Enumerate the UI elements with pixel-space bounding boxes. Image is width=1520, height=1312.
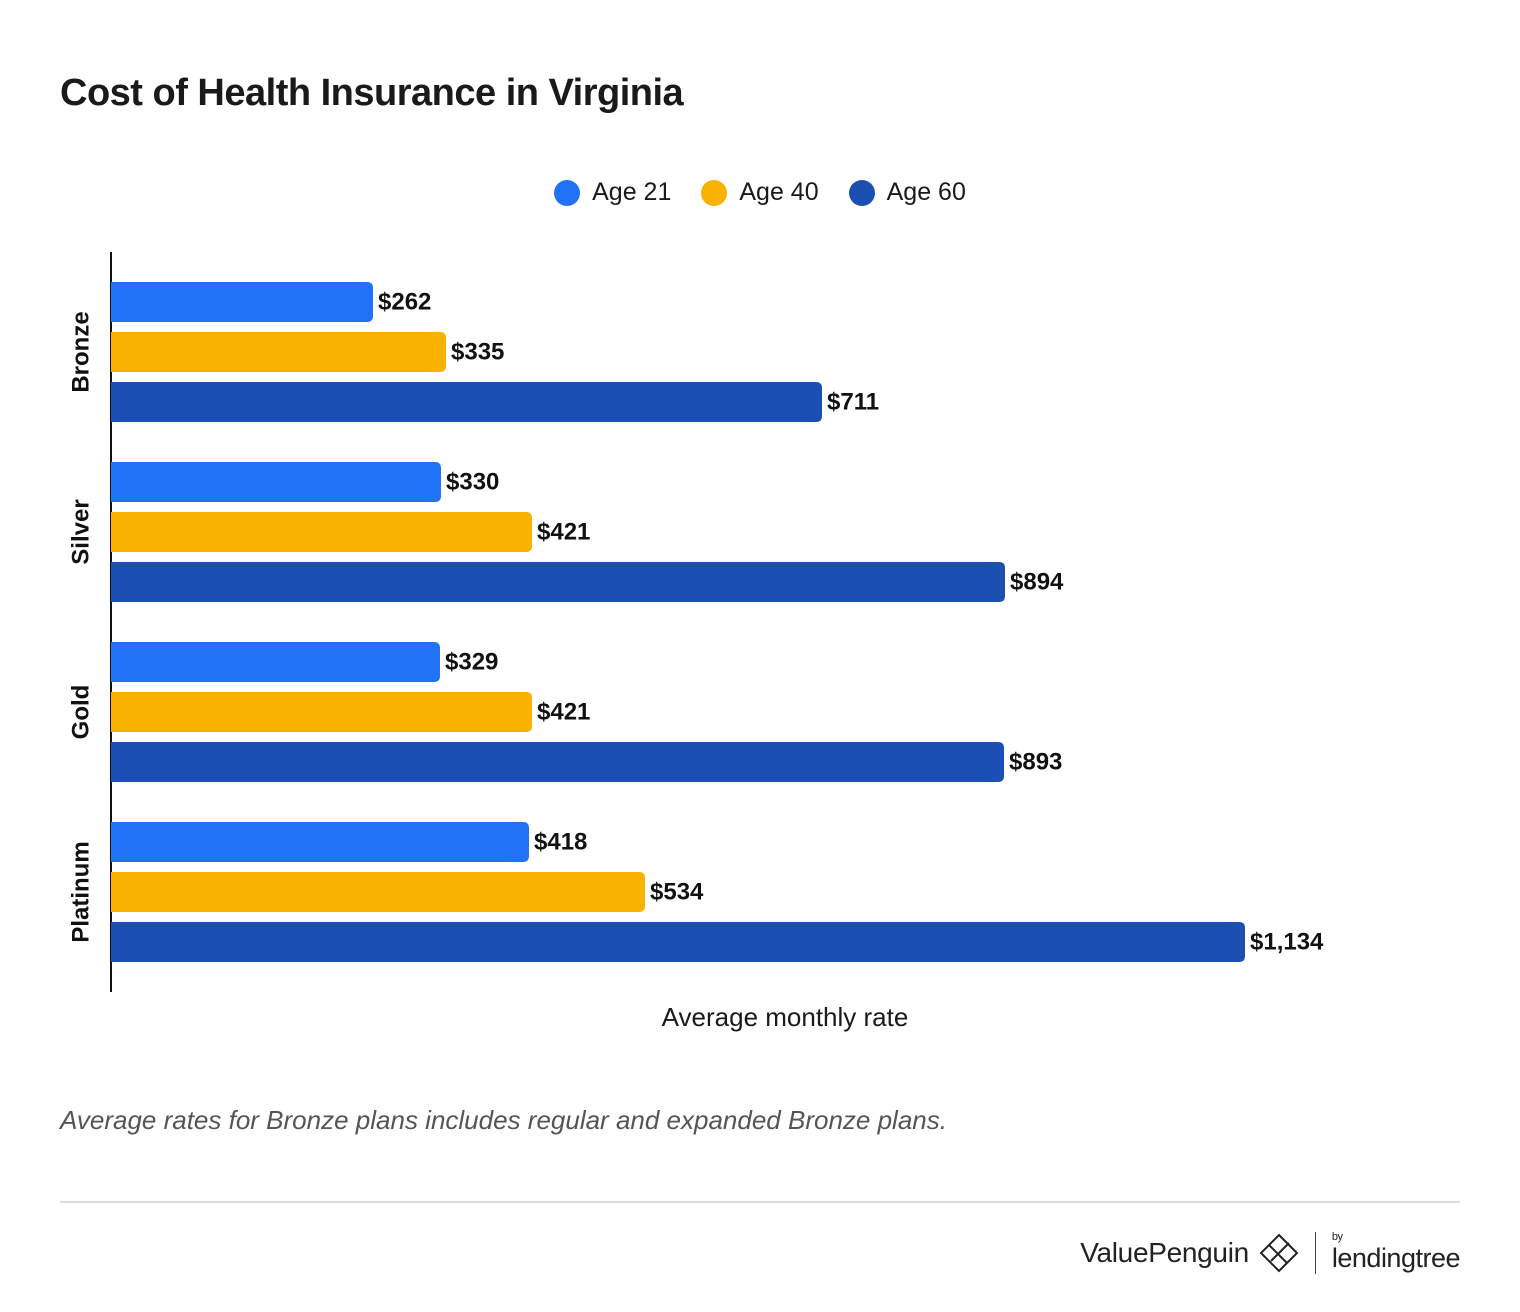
- y-tick-label-gold: Gold: [67, 685, 94, 740]
- bar-chart: Bronze $262 $335 $711 Silver $330 $421 $894 Gold…: [67, 252, 1324, 992]
- legend-swatch-age-60: [848, 179, 875, 206]
- bar-bronze-age-40: [111, 332, 446, 372]
- bar-gold-age-40: [111, 692, 532, 732]
- data-label-bronze-age-60: $711: [827, 388, 879, 415]
- bar-gold-age-21: [111, 642, 440, 682]
- legend-label-age-60: Age 60: [886, 178, 966, 206]
- bar-silver-age-40: [111, 512, 532, 552]
- bar-bronze-age-21: [111, 282, 373, 322]
- legend-swatch-age-40: [701, 179, 728, 206]
- data-label-gold-age-60: $893: [1009, 748, 1062, 775]
- valuepenguin-logo-icon: [1259, 1233, 1299, 1273]
- footer-divider: [60, 1201, 1460, 1203]
- bar-platinum-age-40: [111, 872, 645, 912]
- legend-label-age-21: Age 21: [592, 178, 672, 206]
- lendingtree-name: lendingtree: [1331, 1242, 1461, 1273]
- brand-footer: ValuePenguin by lendingtree: [1080, 1230, 1461, 1274]
- data-label-bronze-age-21: $262: [378, 288, 431, 315]
- data-label-gold-age-21: $329: [445, 648, 498, 675]
- lendingtree-logo-text: by lendingtree: [1331, 1230, 1461, 1274]
- bar-silver-age-60: [111, 562, 1005, 602]
- chart-title: Cost of Health Insurance in Virginia: [60, 72, 684, 114]
- data-label-silver-age-21: $330: [446, 468, 499, 495]
- legend-swatch-age-21: [554, 179, 581, 206]
- footnote: Average rates for Bronze plans includes …: [60, 1105, 947, 1135]
- data-label-silver-age-40: $421: [537, 518, 590, 545]
- brand-separator: [1314, 1232, 1316, 1274]
- data-label-silver-age-60: $894: [1010, 568, 1064, 595]
- data-label-platinum-age-21: $418: [534, 828, 587, 855]
- valuepenguin-logo-text: ValuePenguin: [1080, 1237, 1249, 1268]
- data-label-bronze-age-40: $335: [451, 338, 504, 365]
- bar-platinum-age-21: [111, 822, 529, 862]
- x-axis-label: Average monthly rate: [661, 1002, 909, 1032]
- data-label-platinum-age-60: $1,134: [1250, 928, 1324, 955]
- brand-by-label: by: [1331, 1230, 1343, 1243]
- y-tick-label-platinum: Platinum: [67, 841, 94, 942]
- data-label-platinum-age-40: $534: [650, 878, 704, 905]
- y-tick-label-silver: Silver: [67, 499, 94, 564]
- bar-gold-age-60: [111, 742, 1004, 782]
- legend-item-age-40: Age 40: [701, 178, 819, 207]
- legend-item-age-21: Age 21: [554, 178, 671, 207]
- bar-silver-age-21: [111, 462, 441, 502]
- legend-item-age-60: Age 60: [848, 178, 966, 207]
- data-label-gold-age-40: $421: [537, 698, 590, 725]
- y-tick-label-bronze: Bronze: [67, 311, 94, 392]
- legend-label-age-40: Age 40: [739, 178, 819, 206]
- bar-bronze-age-60: [111, 382, 822, 422]
- bar-platinum-age-60: [111, 922, 1245, 962]
- legend: Age 21 Age 40 Age 60: [0, 178, 1520, 207]
